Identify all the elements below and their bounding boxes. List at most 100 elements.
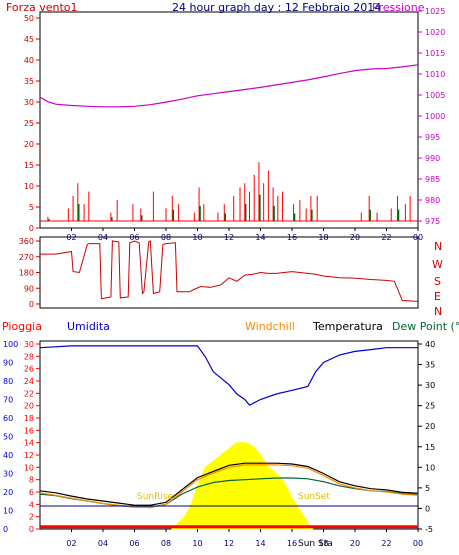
pressure-tick-label: 975 [425, 217, 440, 226]
wind-tick-label: 25 [24, 119, 34, 128]
direction-series [40, 240, 419, 302]
temp-tick-label: 20 [425, 422, 435, 431]
temp-tick-label: 5 [425, 484, 430, 493]
rain-tick-label: 30 [24, 340, 34, 349]
wind-tick-label: 30 [24, 98, 34, 107]
pressure-axis: 975 980 985 990 995 1000 1005 1010 1015 1020 1025 [418, 7, 445, 226]
wind-speed-axis: 0 5 10 15 20 25 30 35 40 45 50 [24, 14, 40, 233]
compass-labels: N W S E N [432, 240, 443, 318]
wind-tick-label: 40 [24, 56, 34, 65]
humidity-tick-label: 100 [3, 340, 18, 349]
temp-tick-label: 30 [425, 381, 435, 390]
rain-tick-label: 14 [24, 439, 34, 448]
pressure-tick-label: 1000 [425, 112, 445, 121]
humidity-line [39, 345, 418, 406]
rain-tick-label: 12 [24, 451, 34, 460]
temp-tick-label: 35 [425, 361, 435, 370]
direction-tick-label: 360 [19, 237, 34, 246]
time-tick-label: 18 [318, 539, 328, 548]
top-panel-frame [39, 11, 419, 229]
top-series [39, 64, 419, 222]
rain-tick-label: 26 [24, 365, 34, 374]
humidity-tick-label: 60 [3, 414, 13, 423]
bottom-time-axis: 02 04 06 08 10 12 14 16 18 20 22 00 [66, 529, 423, 548]
time-tick-label: 16 [287, 539, 297, 548]
rain-tick-label: 4 [29, 500, 34, 509]
humidity-title: Umidita [67, 320, 110, 333]
rain-tick-label: 18 [24, 414, 34, 423]
time-tick-label: 20 [350, 539, 360, 548]
time-tick-label: 22 [381, 539, 391, 548]
rain-tick-label: 0 [29, 525, 34, 534]
temperature-axis: -5 0 5 10 15 20 25 30 35 40 [418, 340, 435, 534]
humidity-tick-label: 10 [3, 507, 13, 516]
direction-axis: 0 90 180 270 360 [19, 237, 40, 309]
wind-tick-label: 50 [24, 14, 34, 23]
sunset-label: SunSet [298, 492, 330, 502]
sunrise-label: SunRise [137, 492, 174, 502]
top-time-axis: 02 04 06 08 10 12 14 16 18 20 22 00 [66, 228, 423, 242]
time-tick-label: 10 [192, 539, 202, 548]
windchill-title: Windchill [245, 320, 295, 333]
rain-title: Pioggia [2, 320, 42, 333]
time-tick-label: 04 [98, 539, 108, 548]
wind-tick-label: 5 [29, 203, 34, 212]
time-tick-label: 12 [224, 539, 234, 548]
temp-tick-label: 10 [425, 463, 435, 472]
humidity-tick-label: 40 [3, 451, 13, 460]
compass-label: N [434, 305, 442, 318]
pressure-tick-label: 1015 [425, 49, 445, 58]
compass-label: E [434, 290, 441, 303]
pressure-tick-label: 1020 [425, 28, 445, 37]
rain-tick-label: 2 [29, 513, 34, 522]
direction-tick-label: 270 [19, 253, 34, 262]
time-tick-label: 08 [161, 539, 171, 548]
pressure-tick-label: 990 [425, 154, 440, 163]
rain-tick-label: 6 [29, 488, 34, 497]
pressure-tick-label: 1025 [425, 7, 445, 16]
humidity-tick-label: 20 [3, 488, 13, 497]
direction-line [40, 240, 419, 302]
wind-tick-label: 0 [29, 224, 34, 233]
rain-tick-label: 28 [24, 352, 34, 361]
temp-tick-label: -5 [425, 525, 433, 534]
pressure-tick-label: 985 [425, 175, 440, 184]
humidity-tick-label: 30 [3, 470, 13, 479]
humidity-tick-label: 90 [3, 359, 13, 368]
pressure-line [39, 64, 419, 108]
time-tick-label: 02 [66, 539, 76, 548]
wind-axis-title: Forza vento1 [6, 1, 78, 14]
pressure-tick-label: 1005 [425, 91, 445, 100]
humidity-tick-label: 70 [3, 396, 13, 405]
temperature-title: Temperatura [312, 320, 383, 333]
chart-title: 24 hour graph day : 12 Febbraio 2014 [172, 1, 381, 14]
temp-tick-label: 25 [425, 402, 435, 411]
humidity-axis: 0 10 20 30 40 50 60 70 80 90 100 [3, 340, 18, 534]
time-tick-label: 14 [255, 539, 265, 548]
sun-sta-label: Sun Sta [298, 539, 333, 549]
compass-label: S [434, 275, 441, 288]
pressure-tick-label: 980 [425, 196, 440, 205]
temp-tick-label: 15 [425, 443, 435, 452]
rain-tick-label: 8 [29, 476, 34, 485]
wind-tick-label: 15 [24, 161, 34, 170]
humidity-tick-label: 80 [3, 377, 13, 386]
pressure-tick-label: 995 [425, 133, 440, 142]
solar-area [171, 442, 314, 530]
humidity-tick-label: 50 [3, 433, 13, 442]
time-tick-label: 06 [129, 539, 139, 548]
wind-tick-label: 20 [24, 140, 34, 149]
rain-tick-label: 24 [24, 377, 34, 386]
wind-tick-label: 35 [24, 77, 34, 86]
wind-tick-label: 10 [24, 182, 34, 191]
solar-radiation-area [171, 442, 314, 530]
pressure-tick-label: 1010 [425, 70, 445, 79]
pressure-axis-title: Pressione [372, 1, 425, 14]
rain-tick-label: 22 [24, 389, 34, 398]
dewpoint-title: Dew Point (°C [392, 320, 459, 333]
windchill-line [39, 464, 419, 509]
wind-tick-label: 45 [24, 35, 34, 44]
rain-tick-label: 20 [24, 402, 34, 411]
